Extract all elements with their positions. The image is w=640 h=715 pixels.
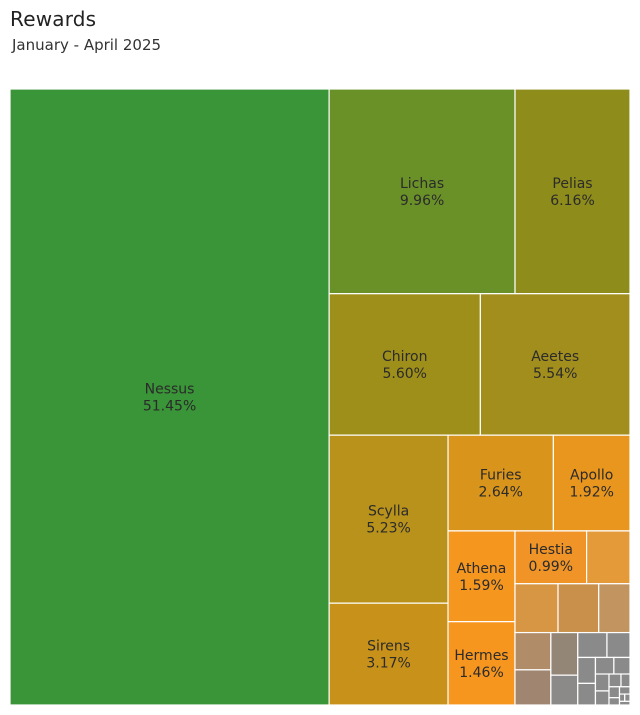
treemap-tile-sirens: Sirens 3.17%	[328, 602, 449, 706]
treemap-tile-minor-18	[550, 631, 579, 676]
treemap-tile-rect	[598, 583, 631, 634]
treemap-tile-rect	[594, 656, 615, 675]
chart-subtitle: January - April 2025	[12, 36, 162, 54]
treemap-tile-minor-30	[608, 686, 621, 699]
treemap-tile-minor-24	[594, 656, 615, 675]
treemap-tile-rect	[624, 693, 631, 702]
treemap-tile-scylla: Scylla 5.23%	[328, 434, 449, 604]
treemap-tile-rect	[550, 674, 579, 706]
treemap-tile-minor-26	[594, 673, 610, 692]
treemap-tile-minor-33	[618, 693, 626, 702]
treemap-tile-rect	[577, 631, 608, 659]
treemap-tile-minor-34	[624, 693, 631, 702]
treemap-tile-aeetes: Aeetes 5.54%	[479, 293, 631, 436]
treemap-tile-minor-16	[514, 631, 552, 671]
treemap-tile-rect	[447, 530, 516, 623]
treemap-tile-minor-32	[618, 686, 631, 695]
treemap-tile-chiron: Chiron 5.60%	[328, 293, 481, 436]
treemap-tile-rect	[447, 434, 554, 532]
treemap-tile-minor-27	[594, 690, 610, 706]
treemap-tile-label: Athena 1.59%	[457, 561, 507, 594]
treemap-tile-label: Sirens 3.17%	[366, 639, 410, 672]
treemap-tile-rect	[328, 602, 449, 706]
treemap-tile-rect	[608, 686, 621, 699]
treemap-tile-label: Scylla 5.23%	[366, 504, 410, 537]
treemap-tile-minor-25	[613, 656, 631, 675]
treemap-tile-minor-15	[598, 583, 631, 634]
treemap-tile-rect	[620, 673, 631, 688]
treemap-tile-rect	[594, 673, 610, 692]
treemap-tile-furies: Furies 2.64%	[447, 434, 554, 532]
treemap-tile-nessus: Nessus 51.45%	[9, 88, 330, 706]
treemap-tile-rect	[613, 656, 631, 675]
treemap-tile-minor-21	[606, 631, 631, 659]
treemap-tile-rect	[618, 686, 631, 695]
treemap-tile-label: Hermes 1.46%	[454, 648, 508, 681]
treemap-tile-minor-12	[585, 530, 631, 585]
treemap-tile-rect	[577, 682, 597, 706]
treemap-tile-minor-20	[577, 631, 608, 659]
treemap-tile-minor-22	[577, 656, 597, 684]
treemap-tile-minor-14	[557, 583, 600, 634]
treemap-tile-rect	[557, 583, 600, 634]
treemap-tile-rect	[608, 673, 622, 688]
treemap-tile-rect	[585, 530, 631, 585]
treemap-tile-minor-31	[608, 697, 621, 706]
treemap-tile-minor-13	[514, 583, 559, 634]
treemap-tile-rect	[618, 700, 631, 706]
treemap-tile-rect	[514, 669, 552, 706]
treemap-tile-lichas: Lichas 9.96%	[328, 88, 516, 295]
treemap-tile-minor-29	[620, 673, 631, 688]
treemap-tile-apollo: Apollo 1.92%	[552, 434, 631, 532]
treemap-tile-label: Nessus 51.45%	[143, 382, 196, 415]
treemap-tile-label: Hestia 0.99%	[529, 542, 573, 575]
treemap-tile-rect	[606, 631, 631, 659]
treemap-tile-label: Pelias 6.16%	[550, 176, 594, 209]
treemap-tile-label: Lichas 9.96%	[400, 176, 444, 209]
treemap-tile-minor-23	[577, 682, 597, 706]
treemap-tile-rect	[9, 88, 330, 706]
treemap-tile-label: Aeetes 5.54%	[531, 349, 579, 382]
treemap-tile-minor-28	[608, 673, 622, 688]
treemap-tile-minor-17	[514, 669, 552, 706]
treemap-tile-minor-19	[550, 674, 579, 706]
treemap-tile-rect	[514, 583, 559, 634]
treemap-tile-rect	[594, 690, 610, 706]
treemap-tile-rect	[608, 697, 621, 706]
treemap-tile-rect	[618, 693, 626, 702]
treemap-tile-hermes: Hermes 1.46%	[447, 621, 516, 706]
treemap-tile-hestia: Hestia 0.99%	[514, 530, 588, 585]
treemap-tile-label: Apollo 1.92%	[569, 468, 613, 501]
treemap-tile-rect	[550, 631, 579, 676]
treemap-tile-rect	[577, 656, 597, 684]
treemap-tile-rect	[514, 530, 588, 585]
treemap-tile-rect	[514, 631, 552, 671]
treemap-tile-rect	[552, 434, 631, 532]
treemap-tile-athena: Athena 1.59%	[447, 530, 516, 623]
treemap-tile-pelias: Pelias 6.16%	[514, 88, 631, 295]
chart-title: Rewards	[10, 7, 97, 31]
treemap-tile-minor-35	[618, 700, 631, 706]
treemap-tile-rect	[447, 621, 516, 706]
treemap-tile-label: Chiron 5.60%	[382, 349, 427, 382]
treemap-tile-label: Furies 2.64%	[478, 468, 522, 501]
